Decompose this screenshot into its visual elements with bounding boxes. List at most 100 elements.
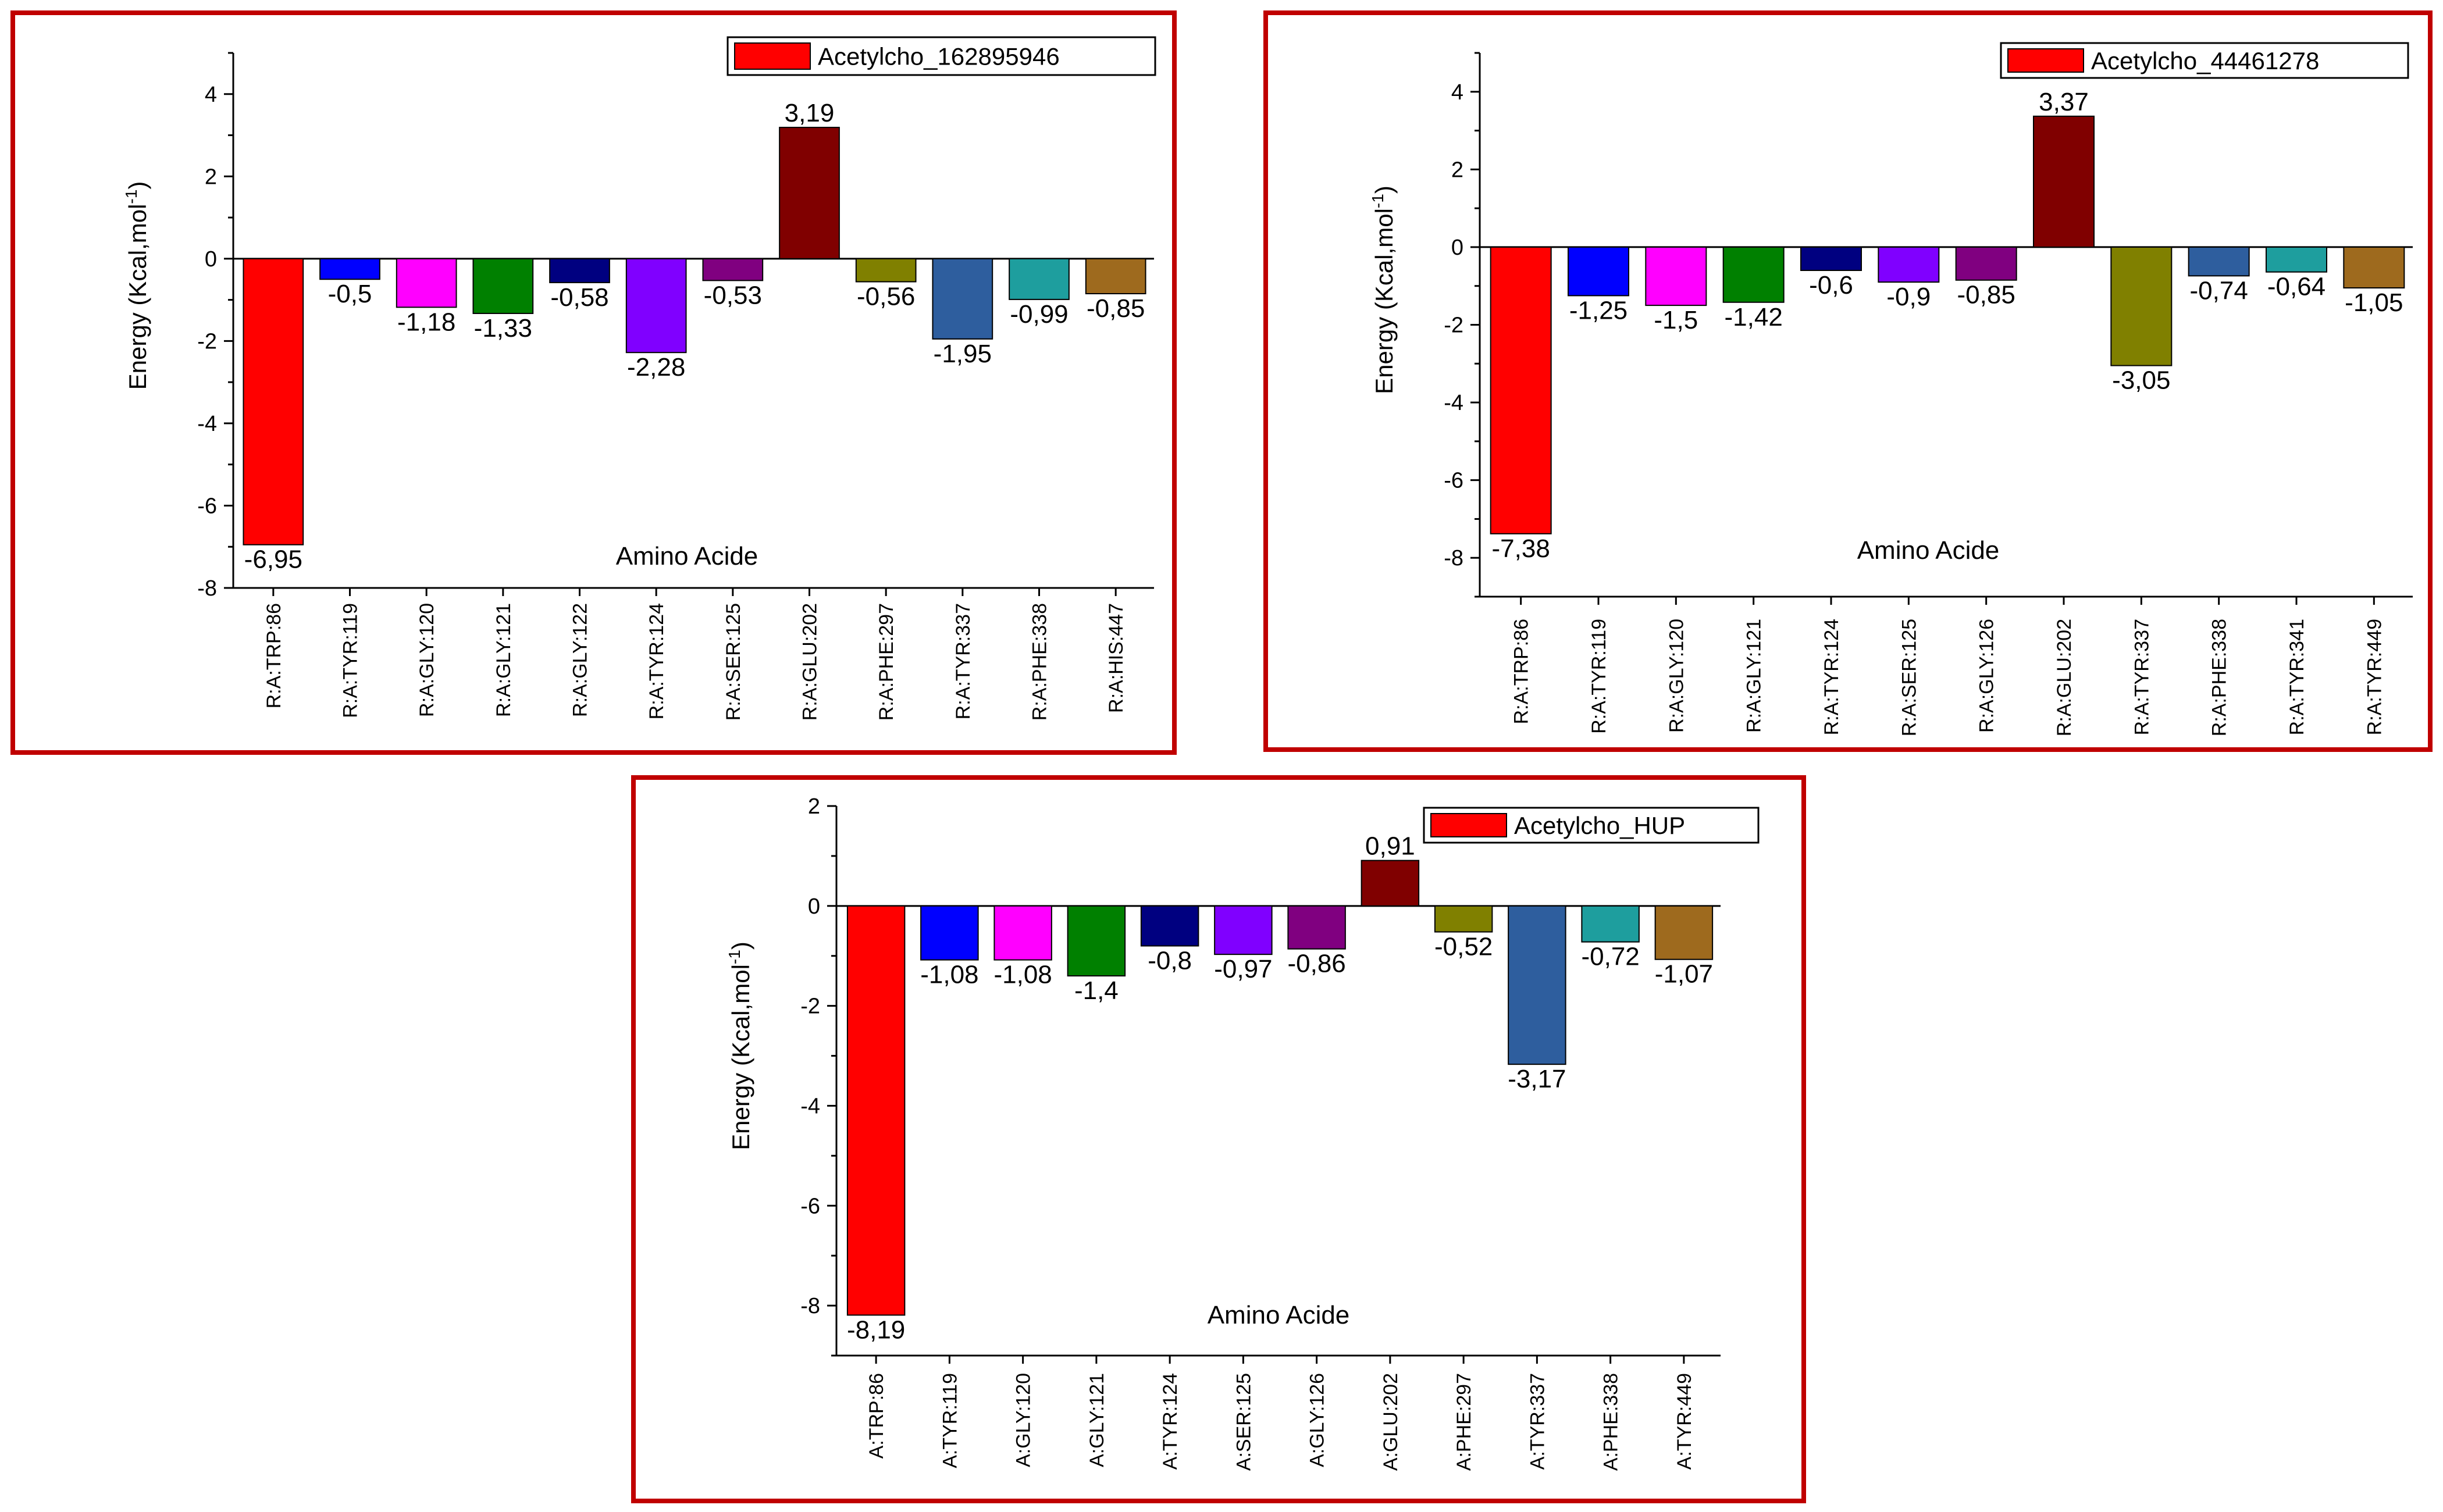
bar-value-label: -1,08: [920, 961, 978, 989]
y-axis-title: Energy (Kcal,mol-1): [1369, 186, 1398, 394]
y-tick-label: -6: [1444, 469, 1463, 493]
bar: [1568, 246, 1629, 297]
bar: [2266, 246, 2327, 273]
x-tick-label: R:A:HIS:447: [1105, 603, 1127, 713]
x-axis-title: Amino Acide: [1857, 536, 2000, 565]
bar-value-label: -0,6: [1809, 271, 1853, 299]
chart-panel-3: 2 0 -2 -4 -6 -8 Energy (Kcal,mol-1) -8,19 A:TRP:…: [631, 775, 1806, 1503]
chart-panel-2: 4 2 0 -2 -4 -6 -8 Energy (Kcal,mol-1) -7,38 R:A:T…: [1263, 10, 2433, 752]
x-tick-label: A:SER:125: [1233, 1373, 1255, 1471]
bar-value-label: -1,25: [1569, 296, 1628, 324]
y-tick-label: -2: [1444, 313, 1463, 338]
x-tick-label: R:A:TYR:341: [2286, 619, 2308, 735]
bar: [1434, 905, 1493, 933]
bar-value-label: -1,95: [934, 340, 992, 368]
bar: [932, 258, 993, 340]
x-tick-label: R:A:TYR:124: [646, 603, 668, 719]
chart-2: 4 2 0 -2 -4 -6 -8 Energy (Kcal,mol-1) -7,38 R:A:T…: [1369, 42, 2413, 736]
y-axis-title: Energy (Kcal,mol-1): [725, 942, 754, 1150]
bar-value-label: 3,19: [785, 99, 835, 127]
bar: [920, 905, 979, 961]
chart-1: 4 2 0 -2 -4 -6 -8 Energy (Kcal,mol-1) -6,95 R:A:T…: [122, 36, 1156, 721]
legend-label: Acetylcho_HUP: [1514, 812, 1685, 839]
y-axis-title: Energy (Kcal,mol-1): [122, 181, 151, 390]
legend-label: Acetylcho_162895946: [818, 43, 1060, 70]
bar: [1067, 905, 1126, 977]
bar-value-label: -0,53: [704, 281, 762, 309]
x-tick-label: A:TYR:119: [939, 1373, 961, 1468]
legend-swatch: [1430, 813, 1507, 837]
bar-value-label: -1,18: [397, 308, 455, 336]
bar: [472, 258, 534, 314]
bar-value-label: -7,38: [1492, 534, 1550, 563]
x-tick-label: A:PHE:338: [1600, 1373, 1622, 1471]
bar: [396, 258, 457, 308]
legend-swatch: [734, 42, 811, 70]
bar-value-label: -2,28: [627, 353, 685, 381]
bar: [2188, 246, 2250, 277]
x-tick-label: R:A:GLU:202: [799, 603, 821, 721]
x-tick-label: A:TYR:337: [1526, 1373, 1548, 1470]
x-tick-label: A:GLY:126: [1306, 1373, 1329, 1467]
chart-panel-1: 4 2 0 -2 -4 -6 -8 Energy (Kcal,mol-1) -6,95 R:A:T…: [10, 10, 1177, 755]
x-tick-label: R:A:GLY:126: [1976, 619, 1998, 733]
y-axis-title-sup: -1: [725, 950, 743, 964]
y-axis-title-main: Energy (Kcal,mol: [124, 204, 151, 390]
bar-value-label: -6,95: [244, 545, 302, 574]
x-tick-label: A:GLU:202: [1380, 1373, 1402, 1471]
y-axis-title-sup: -1: [1369, 194, 1387, 208]
bar-value-label: -3,17: [1508, 1065, 1566, 1093]
y-axis-title-close: ): [1370, 186, 1398, 194]
y-tick-label: 2: [808, 794, 820, 819]
x-tick-label: R:A:GLY:121: [1743, 619, 1765, 733]
bar: [2033, 115, 2095, 248]
bar-value-label: -0,8: [1148, 947, 1192, 975]
bar: [779, 127, 840, 259]
x-tick-label: R:A:TYR:119: [340, 603, 362, 718]
bar: [1508, 905, 1566, 1065]
bar-value-label: 3,37: [2039, 88, 2089, 116]
bar-value-label: -3,05: [2112, 366, 2170, 395]
bar: [1722, 246, 1785, 303]
x-tick-label: A:PHE:297: [1453, 1373, 1475, 1471]
x-tick-label: R:A:SER:125: [1898, 619, 1920, 736]
y-axis-title-close: ): [727, 942, 754, 950]
bar: [1645, 246, 1707, 306]
bar: [846, 905, 906, 1316]
bar: [243, 258, 304, 545]
bar: [549, 258, 610, 283]
bar-value-label: -0,58: [550, 283, 608, 312]
bar-value-label: -0,9: [1886, 283, 1931, 311]
y-axis-title-sup: -1: [122, 190, 140, 204]
y-tick-label: -4: [1444, 391, 1463, 415]
x-tick-label: R:A:PHE:338: [2209, 619, 2231, 736]
bar-value-label: -0,52: [1434, 932, 1493, 961]
bar: [1490, 246, 1552, 534]
bar-value-label: -1,5: [1654, 306, 1698, 334]
bar: [1287, 905, 1346, 950]
y-tick-label: -8: [800, 1294, 820, 1318]
bar: [625, 258, 687, 354]
y-tick-label: -6: [197, 494, 217, 518]
bar-value-label: -0,74: [2190, 276, 2248, 305]
y-tick-label: -8: [1444, 546, 1463, 570]
y-tick-label: 2: [1451, 158, 1463, 182]
bar: [1654, 905, 1714, 960]
y-axis-title-main: Energy (Kcal,mol: [1370, 208, 1398, 394]
x-tick-label: R:A:TYR:119: [1588, 619, 1610, 734]
bar-value-label: -0,97: [1214, 955, 1272, 983]
x-tick-label: A:TRP:86: [866, 1373, 888, 1458]
bar-value-label: -8,19: [847, 1315, 905, 1344]
bar-value-label: -0,85: [1957, 281, 2015, 309]
y-tick-label: 4: [205, 83, 217, 107]
x-tick-label: A:GLY:120: [1013, 1373, 1035, 1467]
y-tick-label: 2: [205, 165, 217, 189]
y-tick-label: -6: [800, 1194, 820, 1218]
bar-value-label: -0,99: [1010, 300, 1068, 329]
bar-value-label: -1,07: [1655, 960, 1713, 989]
x-tick-label: R:A:GLU:202: [2053, 619, 2075, 736]
bar: [855, 258, 917, 283]
x-tick-label: R:A:GLY:120: [1665, 619, 1687, 733]
bar: [1214, 905, 1273, 955]
x-tick-label: R:A:TRP:86: [263, 603, 285, 708]
